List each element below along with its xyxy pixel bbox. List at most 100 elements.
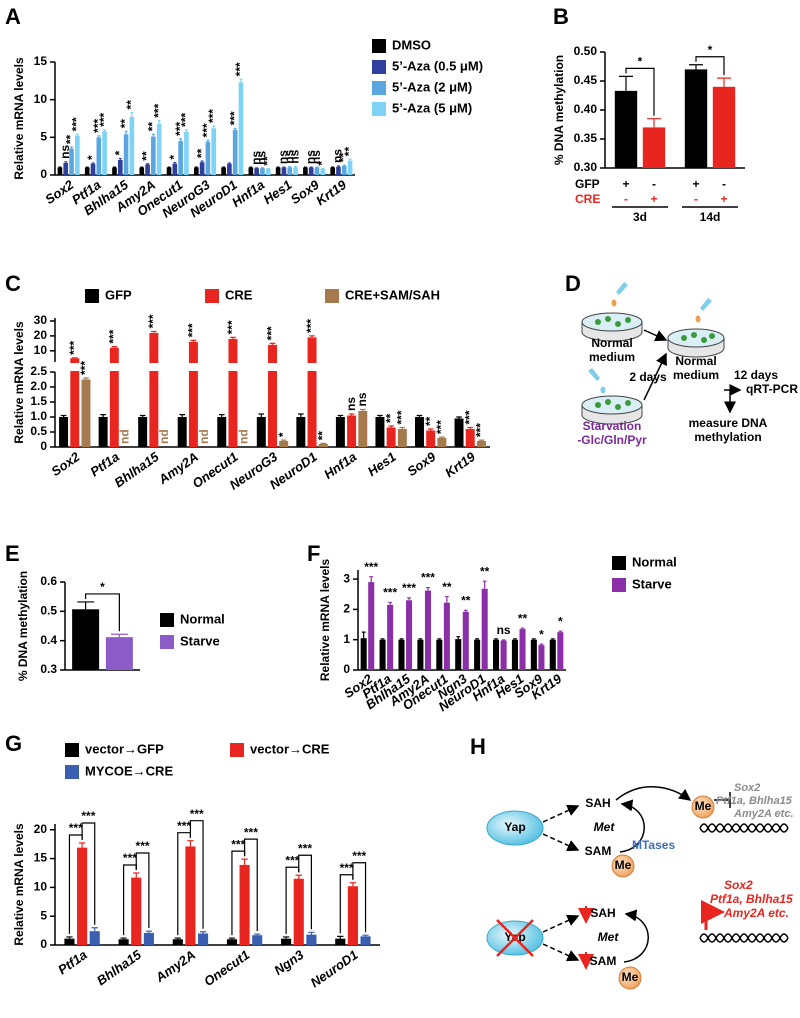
legend-label: vector→CRE — [250, 741, 330, 756]
bar — [557, 632, 564, 670]
gene-list: Amy2A etc. — [733, 808, 794, 820]
significance: *** — [177, 819, 191, 833]
gene-list: Sox2 — [724, 878, 753, 892]
bar — [474, 639, 481, 670]
bar — [248, 167, 254, 175]
error-bar — [308, 931, 315, 935]
error-bar — [139, 414, 146, 417]
bar — [465, 429, 475, 447]
condition-mark: - — [624, 192, 628, 206]
dish-label: Normal — [675, 354, 716, 368]
error-bar — [228, 937, 236, 940]
bar — [347, 160, 353, 175]
metabolite: SAH — [585, 796, 610, 810]
bar — [205, 141, 211, 175]
y-axis-label: Relative mRNA levels — [12, 321, 26, 444]
legend-label: vector→GFP — [85, 741, 164, 756]
y-tick-label: 0 — [40, 167, 47, 181]
bar — [493, 639, 500, 670]
significance: * — [112, 150, 126, 155]
significance: ** — [336, 153, 350, 163]
significance: *** — [225, 320, 239, 334]
error-bar — [230, 336, 236, 339]
error-bar — [520, 627, 525, 630]
error-bar — [233, 127, 237, 130]
significance: nd — [197, 429, 211, 444]
error-bar — [369, 576, 374, 583]
significance: ** — [146, 122, 160, 132]
significance: *** — [91, 118, 105, 132]
significance: *** — [106, 329, 120, 343]
y-tick-label: 1 — [343, 632, 350, 646]
error-bar — [647, 118, 661, 128]
gene-list: Amy2A etc. — [723, 906, 789, 920]
bar — [143, 932, 154, 945]
bar — [436, 639, 443, 670]
error-bar — [60, 414, 67, 417]
significance: *** — [474, 423, 488, 437]
y-tick-label: 1.0 — [30, 409, 47, 423]
error-bar — [501, 639, 506, 641]
error-bar — [75, 133, 79, 136]
bar — [281, 167, 287, 175]
bracket — [298, 854, 312, 930]
metabolite: SAM — [585, 844, 612, 858]
bar — [318, 444, 328, 447]
significance: *** — [146, 314, 160, 328]
bar — [308, 167, 314, 175]
error-bar — [439, 436, 445, 438]
legend-label: Starve — [180, 633, 220, 648]
diagram-d: D Normal medium Starvation -Glc/Gln/Pyr … — [565, 271, 798, 447]
significance: ns — [282, 149, 296, 163]
bar — [398, 639, 405, 670]
significance: ns — [497, 623, 511, 637]
significance: *** — [70, 117, 84, 131]
bar — [138, 417, 148, 447]
legend-label: DMSO — [392, 37, 431, 52]
panel-label: E — [5, 541, 20, 566]
cycle-arrow — [619, 799, 645, 853]
methyl — [611, 854, 635, 878]
significance: * — [100, 580, 105, 594]
legend-swatch — [372, 81, 386, 95]
bar — [303, 167, 308, 175]
x-tick-label: Sox9 — [404, 449, 439, 480]
bar — [156, 123, 162, 175]
y-tick-label: 20 — [34, 328, 48, 342]
error-bar — [64, 161, 68, 163]
bar — [105, 637, 133, 670]
pathway: Met — [594, 820, 616, 834]
readout: methylation — [694, 430, 761, 444]
significance: *** — [402, 581, 416, 595]
bar — [347, 886, 358, 945]
significance: ** — [442, 580, 452, 594]
error-bar — [399, 638, 404, 640]
y-axis-label: % DNA methylation — [552, 55, 566, 165]
bar — [221, 167, 226, 175]
error-bar — [100, 414, 106, 417]
error-bar — [124, 130, 128, 135]
y-tick-label: 0.5 — [30, 424, 47, 438]
bar — [265, 168, 271, 175]
arrow — [643, 352, 667, 401]
error-bar — [212, 125, 216, 129]
arrow — [542, 833, 580, 852]
significance: ** — [480, 564, 490, 578]
error-bar — [377, 414, 383, 417]
y-tick-label: 2.0 — [30, 379, 47, 393]
significance: ** — [140, 151, 154, 161]
legend-swatch — [372, 102, 386, 116]
bar — [217, 417, 227, 447]
bar — [151, 136, 156, 175]
bar — [184, 132, 189, 175]
readout: qRT-PCR — [746, 382, 798, 396]
bracket — [352, 862, 367, 933]
error-bar — [418, 638, 423, 640]
y-axis-label: Relative mRNA levels — [318, 559, 332, 682]
significance: ** — [124, 100, 138, 110]
bar — [358, 411, 368, 447]
error-bar — [388, 601, 393, 605]
bar — [712, 86, 736, 168]
significance: *** — [78, 361, 92, 375]
